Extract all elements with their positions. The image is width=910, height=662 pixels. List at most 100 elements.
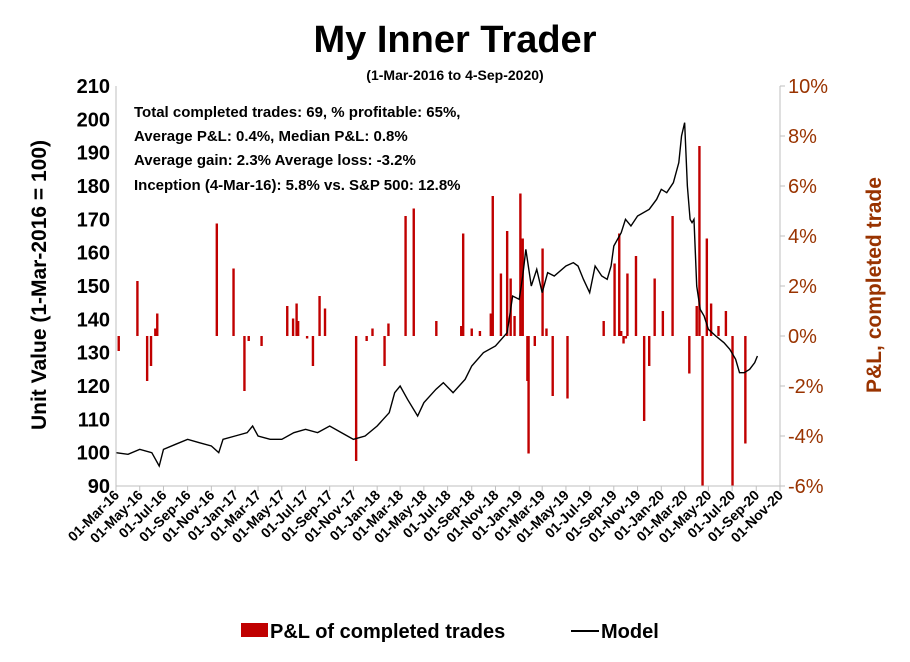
pnl-bar: [286, 306, 289, 336]
left-tick-label: 170: [77, 209, 110, 231]
pnl-bar: [117, 336, 120, 351]
right-tick-label: 2%: [788, 276, 817, 298]
annotation-line-1: Total completed trades: 69, % profitable…: [134, 104, 460, 121]
stats-annotations: Total completed trades: 69, % profitable…: [134, 104, 461, 194]
model-line: [115, 122, 759, 468]
left-tick-label: 120: [77, 376, 110, 398]
pnl-bar: [460, 326, 463, 336]
pnl-bar: [613, 263, 616, 336]
pnl-bar: [661, 311, 665, 336]
pnl-bar: [513, 316, 516, 336]
pnl-bar: [533, 336, 536, 346]
pnl-bars: [117, 146, 747, 486]
right-axis-ticks: -6% -4% -2% 0% 2% 4% 6% 8% 10%: [780, 76, 828, 498]
pnl-bar: [215, 223, 219, 336]
pnl-bar: [602, 321, 605, 336]
pnl-bar: [296, 321, 300, 336]
right-tick-label: 8%: [788, 126, 817, 148]
pnl-bar: [499, 273, 503, 336]
pnl-bar: [311, 336, 315, 366]
chart-subtitle: (1-Mar-2016 to 4-Sep-2020): [366, 67, 543, 83]
pnl-bar: [620, 331, 623, 336]
right-tick-label: 6%: [788, 176, 817, 198]
pnl-bar: [705, 238, 709, 336]
legend-swatch-bars: [241, 623, 268, 637]
pnl-bar: [551, 336, 554, 396]
axes: [115, 86, 781, 487]
pnl-bar: [305, 336, 309, 339]
pnl-bar: [136, 281, 139, 336]
pnl-bar: [618, 233, 621, 336]
pnl-bar: [247, 336, 250, 341]
pnl-bar: [371, 328, 374, 336]
legend-label-bars: P&L of completed trades: [270, 621, 505, 643]
right-tick-label: 0%: [788, 326, 817, 348]
left-tick-label: 100: [77, 443, 110, 465]
pnl-bar: [291, 318, 295, 336]
pnl-bar: [634, 256, 638, 336]
pnl-bar: [642, 336, 646, 421]
pnl-bar: [688, 336, 691, 374]
pnl-bar: [519, 193, 522, 336]
pnl-bar: [383, 336, 386, 366]
left-tick-label: 160: [77, 243, 110, 265]
annotation-line-2: Average P&L: 0.4%, Median P&L: 0.8%: [134, 128, 408, 145]
right-tick-label: -4%: [788, 426, 824, 448]
pnl-bar: [354, 336, 358, 461]
left-tick-label: 140: [77, 309, 110, 331]
pnl-bar: [323, 308, 327, 336]
pnl-bar: [698, 146, 701, 336]
x-axis-ticks: 01-Mar-1601-May-1601-Jul-1601-Sep-1601-N…: [65, 486, 786, 546]
pnl-bar: [295, 303, 298, 336]
pnl-bar: [318, 296, 321, 336]
pnl-bar: [731, 336, 734, 486]
pnl-bar: [154, 328, 157, 336]
pnl-bar: [435, 321, 438, 336]
pnl-bar: [527, 336, 530, 454]
left-tick-label: 110: [78, 409, 110, 431]
pnl-bar: [145, 336, 149, 381]
pnl-bar: [232, 268, 235, 336]
right-axis-label: P&L, completed trade: [863, 177, 886, 393]
pnl-bar: [744, 336, 747, 444]
pnl-bar: [626, 273, 629, 336]
left-tick-label: 190: [77, 143, 110, 165]
pnl-bar: [505, 231, 509, 336]
pnl-bar: [470, 328, 473, 336]
pnl-bar: [243, 336, 246, 391]
pnl-bar: [404, 216, 407, 336]
left-tick-label: 130: [77, 343, 110, 365]
pnl-bar: [648, 336, 651, 366]
left-tick-label: 210: [77, 76, 110, 98]
legend: P&L of completed trades Model: [241, 621, 659, 643]
left-tick-label: 150: [77, 276, 110, 298]
left-axis-label: Unit Value (1-Mar-2016 = 100): [28, 140, 51, 430]
pnl-bar: [545, 328, 548, 336]
right-tick-label: 4%: [788, 226, 817, 248]
pnl-bar: [653, 278, 656, 336]
pnl-bar: [717, 326, 720, 336]
left-tick-label: 180: [77, 176, 110, 198]
pnl-bar: [491, 196, 494, 336]
right-tick-label: -6%: [788, 476, 824, 498]
pnl-bar: [521, 238, 524, 336]
left-tick-label: 90: [88, 476, 110, 498]
left-axis-ticks: 90 100 110 120 130 140 150 160 170 180 190 200 210: [77, 76, 110, 498]
pnl-bar: [709, 303, 713, 336]
pnl-bar: [461, 233, 465, 336]
pnl-bar: [622, 336, 625, 344]
pnl-bar: [387, 323, 390, 336]
pnl-bar: [701, 336, 704, 486]
legend-label-line: Model: [601, 621, 659, 643]
pnl-bar: [489, 313, 493, 336]
pnl-bar: [156, 313, 159, 336]
pnl-bar: [624, 336, 628, 339]
pnl-bar: [260, 336, 263, 346]
pnl-bar: [671, 216, 674, 336]
pnl-bar: [365, 336, 368, 341]
pnl-bar: [695, 306, 698, 336]
annotation-line-3: Average gain: 2.3% Average loss: -3.2%: [134, 152, 416, 169]
chart-title: My Inner Trader: [314, 19, 597, 61]
